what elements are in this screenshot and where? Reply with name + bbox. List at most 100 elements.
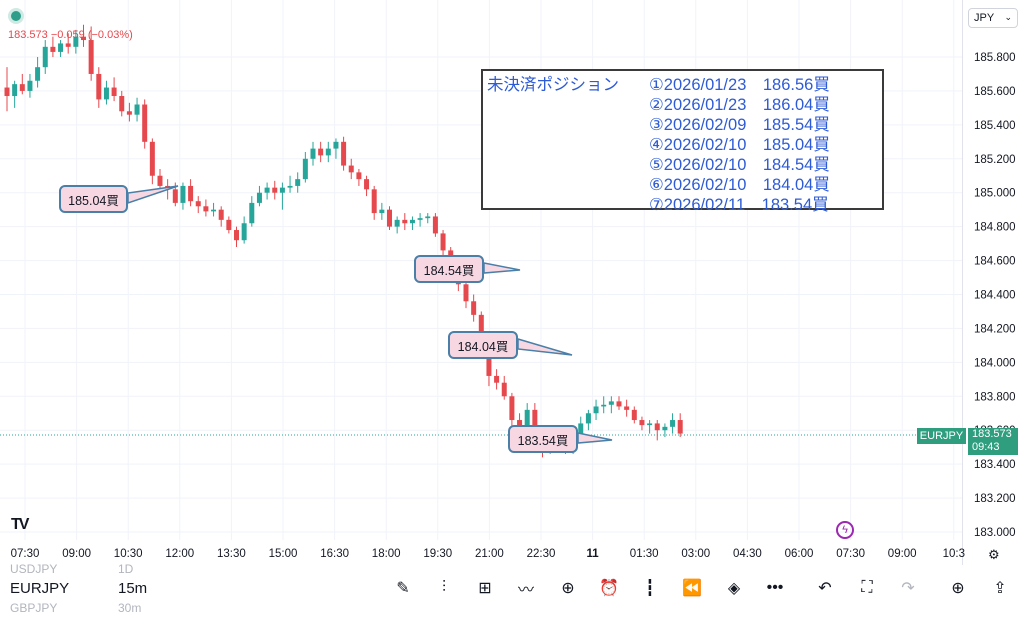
candle-body <box>409 219 415 224</box>
candle <box>27 73 33 98</box>
candle <box>310 141 316 166</box>
candle-body <box>593 406 599 414</box>
candle <box>593 399 599 421</box>
replay-icon[interactable]: ⏪ <box>682 580 702 597</box>
price-tick-label: 183.000 <box>974 527 1016 539</box>
candle <box>295 172 301 193</box>
layout-grid-icon[interactable]: ⊞ <box>478 580 492 597</box>
price-tick-label: 184.800 <box>974 222 1016 234</box>
candle <box>264 182 270 200</box>
candle-body <box>65 43 71 47</box>
candle-body <box>624 406 630 410</box>
candle <box>601 396 607 414</box>
time-tick-label: 11 <box>587 548 600 560</box>
candle <box>356 168 362 186</box>
time-tick-label: 15:00 <box>269 548 298 560</box>
candle-body <box>149 141 155 176</box>
price-tick-label: 183.800 <box>974 391 1016 403</box>
alarm-icon[interactable]: ⏰ <box>599 580 619 597</box>
candle <box>19 73 25 95</box>
time-tick-label: 01:30 <box>630 548 659 560</box>
candle <box>639 416 645 431</box>
more-icon[interactable]: ••• <box>766 579 784 596</box>
candle <box>96 67 102 108</box>
candle <box>42 40 48 74</box>
candle <box>662 423 668 437</box>
candle <box>471 294 477 322</box>
candle <box>402 213 408 231</box>
axis-settings-icon[interactable]: ⚙ <box>988 547 1000 562</box>
candle-body <box>218 209 224 220</box>
price-tick-label: 184.600 <box>974 256 1016 268</box>
callout-pointer <box>577 432 613 444</box>
candle <box>73 29 79 54</box>
candle-body <box>578 423 584 437</box>
share-icon[interactable]: ⇪ <box>993 580 1007 597</box>
candle-body <box>639 420 645 426</box>
candle-body <box>12 84 18 97</box>
bar-countdown: 09:43 <box>972 441 1000 453</box>
time-tick-label: 12:00 <box>165 548 194 560</box>
timeframe-current[interactable]: 15m <box>118 580 148 597</box>
candle-body <box>463 284 469 302</box>
idea-icon[interactable]: ⊕ <box>951 580 965 597</box>
live-indicator <box>11 11 21 21</box>
candle <box>409 216 415 231</box>
candle <box>241 216 247 244</box>
lightning-icon[interactable]: ϟ <box>836 521 854 539</box>
candle-body <box>126 111 132 115</box>
open-positions-list: ①2026/01/23 186.56買 ②2026/01/23 186.04買 … <box>649 75 830 215</box>
candle <box>12 80 18 108</box>
candle <box>111 77 117 102</box>
candle-body <box>249 202 255 224</box>
price-tick-label: 185.400 <box>974 120 1016 132</box>
candle <box>88 26 94 81</box>
candle-body <box>616 401 622 407</box>
open-positions-title: 未決済ポジション <box>487 76 619 94</box>
candle <box>279 182 285 210</box>
indicators-icon[interactable]: ⫶ <box>441 579 446 596</box>
candle <box>302 152 308 183</box>
compare-icon[interactable]: 〰 <box>517 582 534 599</box>
time-tick-label: 09:00 <box>888 548 917 560</box>
candle-body <box>670 420 676 427</box>
draw-pen-icon[interactable]: ✎ <box>396 580 410 597</box>
candle <box>81 24 86 47</box>
candle-body <box>654 423 660 431</box>
candle-body <box>111 87 117 97</box>
candle <box>203 199 209 217</box>
candle-body <box>4 87 10 97</box>
candle <box>394 216 400 234</box>
symbol-current[interactable]: EURJPY <box>10 580 70 597</box>
candle <box>226 216 232 234</box>
time-tick-label: 18:00 <box>372 548 401 560</box>
symbol-next[interactable]: GBPJPY <box>10 601 58 615</box>
undo-icon[interactable]: ↶ <box>818 580 832 597</box>
candle-body <box>96 73 102 100</box>
chart-type-icon[interactable]: ┇ <box>645 580 655 597</box>
candle-body <box>348 165 354 173</box>
symbol-price-tag: EURJPY <box>917 428 966 444</box>
candle <box>4 67 10 112</box>
time-tick-label: 16:30 <box>320 548 349 560</box>
position-item: ⑤2026/02/10 184.54買 <box>649 156 830 174</box>
redo-icon[interactable]: ↷ <box>901 580 915 597</box>
candle-body <box>211 209 217 212</box>
price-tick-label: 185.000 <box>974 188 1016 200</box>
candle-body <box>287 185 293 188</box>
candle <box>256 185 262 207</box>
layers-icon[interactable]: ◈ <box>727 580 741 597</box>
candle <box>134 97 140 122</box>
price-tick-label: 185.800 <box>974 52 1016 64</box>
callout-185-04: 185.04買 <box>59 185 128 213</box>
currency-select[interactable]: JPY ⌄ <box>968 8 1018 28</box>
timeframe-next[interactable]: 30m <box>118 601 142 615</box>
add-icon[interactable]: ⊕ <box>561 580 575 597</box>
timeframe-prev[interactable]: 1D <box>118 562 134 576</box>
candle <box>440 230 446 258</box>
last-price-tag: 183.573 09:43 <box>968 428 1018 455</box>
symbol-prev[interactable]: USDJPY <box>10 562 58 576</box>
fullscreen-icon[interactable]: ⛶ <box>861 579 873 596</box>
candle-body <box>608 401 614 405</box>
candle <box>65 33 71 54</box>
